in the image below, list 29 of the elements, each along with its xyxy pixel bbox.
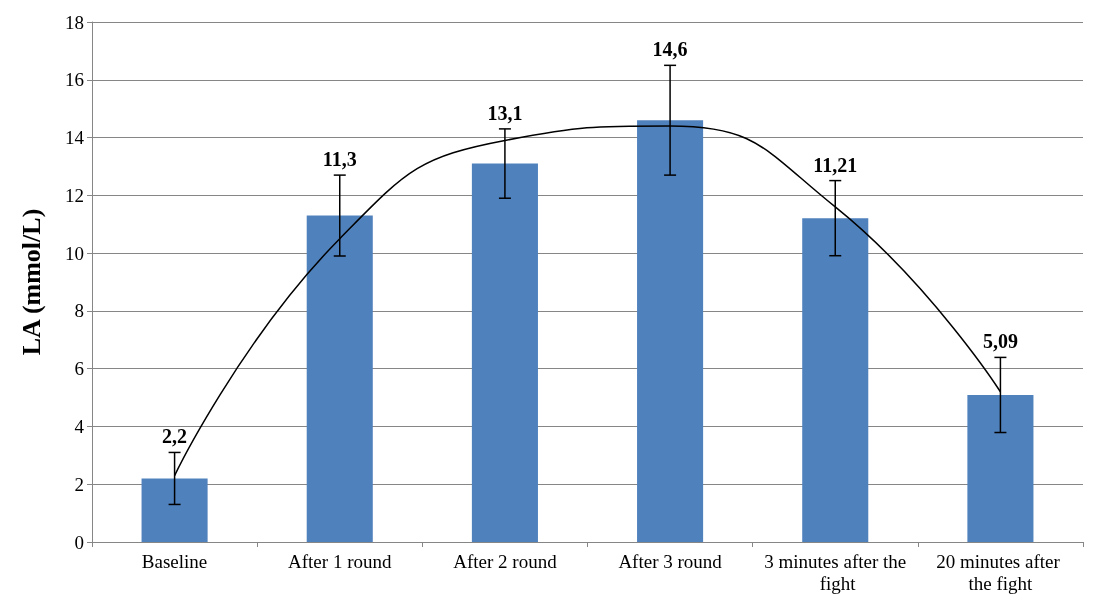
bar bbox=[637, 120, 704, 542]
bar bbox=[967, 394, 1034, 542]
x-tick-label: 3 minutes after the fight bbox=[764, 550, 907, 594]
y-tick-label: 4 bbox=[74, 415, 85, 437]
data-label: 14,6 bbox=[652, 38, 688, 61]
x-tick-label: Baseline bbox=[141, 550, 208, 572]
bar bbox=[306, 215, 373, 542]
y-tick-label: 10 bbox=[65, 242, 84, 264]
data-label: 11,21 bbox=[813, 153, 858, 176]
y-tick-label: 8 bbox=[74, 300, 84, 322]
y-tick-label: 2 bbox=[74, 473, 84, 495]
bar bbox=[802, 218, 869, 542]
x-tick-label: After 2 round bbox=[453, 550, 558, 572]
data-label: 13,1 bbox=[487, 101, 523, 124]
y-tick-label: 0 bbox=[74, 531, 84, 553]
data-label: 11,3 bbox=[322, 148, 357, 171]
y-tick-label: 16 bbox=[65, 69, 84, 91]
y-tick-label: 12 bbox=[65, 184, 84, 206]
y-axis-title: LA (mmol/L) bbox=[16, 208, 46, 356]
bar bbox=[141, 478, 208, 542]
x-tick-label: After 3 round bbox=[618, 550, 723, 572]
y-tick-label: 14 bbox=[65, 127, 85, 149]
bar bbox=[471, 163, 538, 542]
y-tick-label: 18 bbox=[65, 11, 84, 33]
y-tick-label: 6 bbox=[74, 358, 84, 380]
data-label: 2,2 bbox=[162, 425, 188, 448]
x-tick-label: 20 minutes after the fight bbox=[936, 550, 1065, 594]
x-tick-label: After 1 round bbox=[288, 550, 392, 572]
data-label: 5,09 bbox=[982, 330, 1018, 353]
